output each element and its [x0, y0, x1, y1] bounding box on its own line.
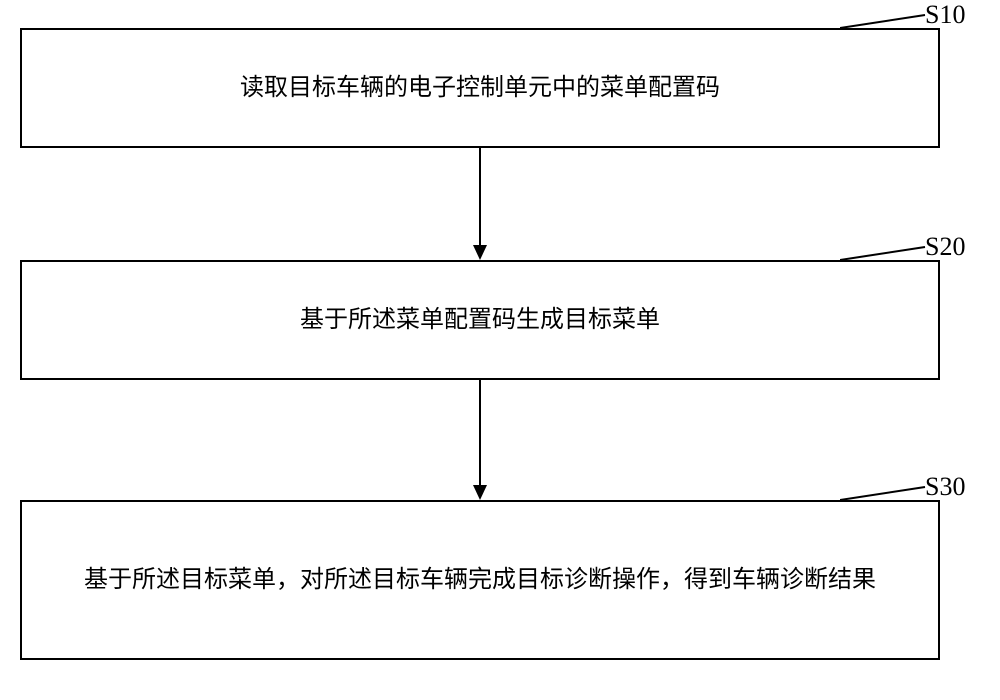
step-label-s30: S30	[925, 472, 965, 502]
step-box-s10: 读取目标车辆的电子控制单元中的菜单配置码	[20, 28, 940, 148]
step-label-s10: S10	[925, 0, 965, 30]
flowchart-container: S10 读取目标车辆的电子控制单元中的菜单配置码 S20 基于所述菜单配置码生成…	[0, 0, 1000, 700]
arrow-s20-s30	[470, 380, 490, 500]
label-connector-s20	[840, 232, 930, 262]
label-connector-s30	[840, 472, 930, 502]
step-text-s30: 基于所述目标菜单，对所述目标车辆完成目标诊断操作，得到车辆诊断结果	[84, 561, 876, 599]
arrow-s10-s20	[470, 148, 490, 260]
step-text-s20: 基于所述菜单配置码生成目标菜单	[300, 301, 660, 339]
step-text-s10: 读取目标车辆的电子控制单元中的菜单配置码	[240, 69, 720, 107]
label-connector-s10	[840, 0, 930, 30]
step-box-s20: 基于所述菜单配置码生成目标菜单	[20, 260, 940, 380]
step-box-s30: 基于所述目标菜单，对所述目标车辆完成目标诊断操作，得到车辆诊断结果	[20, 500, 940, 660]
step-label-s20: S20	[925, 232, 965, 262]
